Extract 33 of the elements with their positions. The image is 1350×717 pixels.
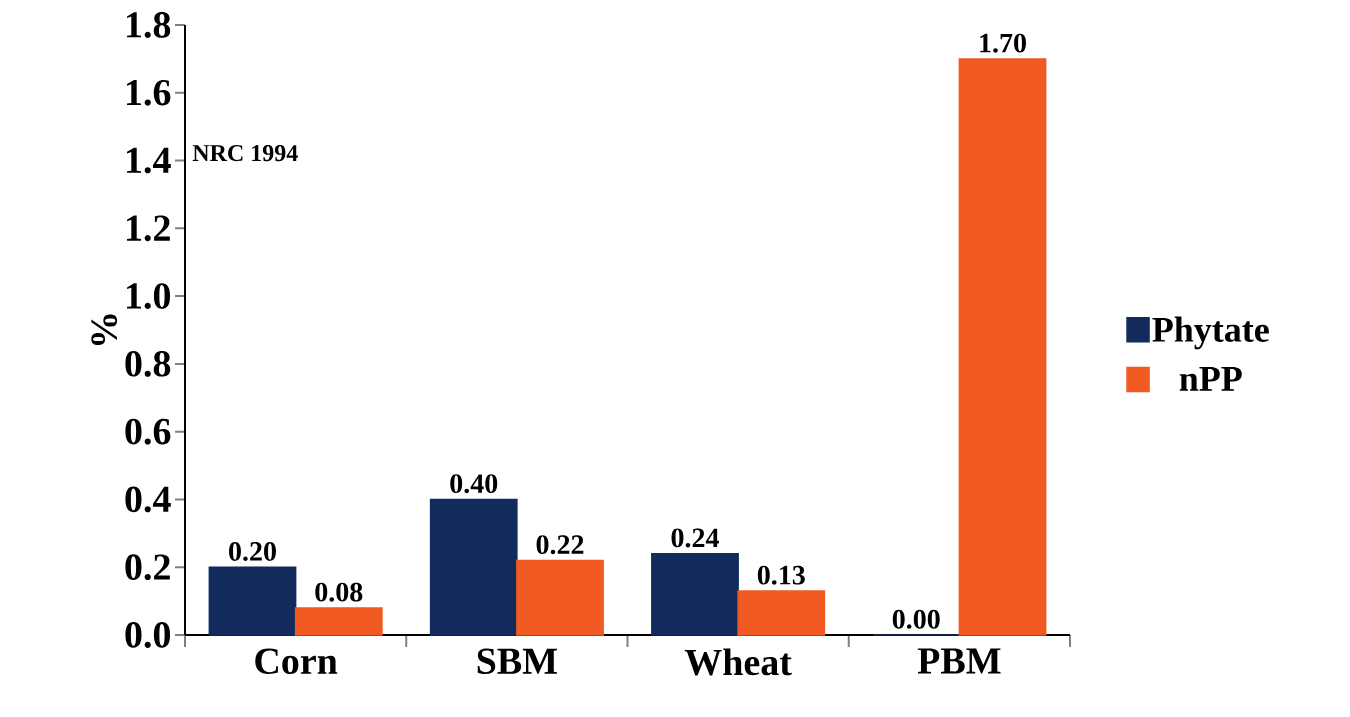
bar <box>516 559 604 636</box>
y-tick-label: 1.4 <box>127 147 171 174</box>
y-tick-label: 0.0 <box>125 622 171 648</box>
x-tick-label: Wheat <box>684 648 792 676</box>
y-tick-label: 1.0 <box>127 283 171 309</box>
data-label: 0.08 <box>315 582 363 602</box>
bar <box>737 590 826 636</box>
y-tick-label: 1.8 <box>127 12 171 38</box>
data-label: 1.70 <box>980 33 1026 53</box>
y-tick-label: 0.2 <box>125 554 170 581</box>
data-label: 0.40 <box>450 474 498 494</box>
y-tick-label: 0.8 <box>125 350 171 377</box>
bar <box>294 607 383 636</box>
data-label: 0.20 <box>229 542 276 561</box>
annotation: NRC 1994 <box>192 145 298 162</box>
x-tick-label: Corn <box>255 648 338 675</box>
bar <box>958 58 1047 636</box>
bar <box>208 566 297 636</box>
data-label: 0.22 <box>536 535 584 555</box>
bar <box>651 552 739 636</box>
data-label: 0.13 <box>757 565 805 585</box>
y-tick-label: 1.6 <box>127 79 171 106</box>
data-label: 0.00 <box>892 609 940 629</box>
legend-label: Phytate <box>1152 316 1269 350</box>
x-tick-label: SBM <box>477 648 557 675</box>
y-axis-title: % <box>91 314 118 346</box>
y-tick-label: 0.4 <box>125 486 171 513</box>
y-tick-label: 1.2 <box>127 215 170 242</box>
bar <box>429 498 518 636</box>
y-tick-label: 0.6 <box>125 418 171 445</box>
legend-label: nPP <box>1179 367 1242 391</box>
x-tick-label: PBM <box>917 648 1001 674</box>
data-label: 0.24 <box>671 528 719 548</box>
